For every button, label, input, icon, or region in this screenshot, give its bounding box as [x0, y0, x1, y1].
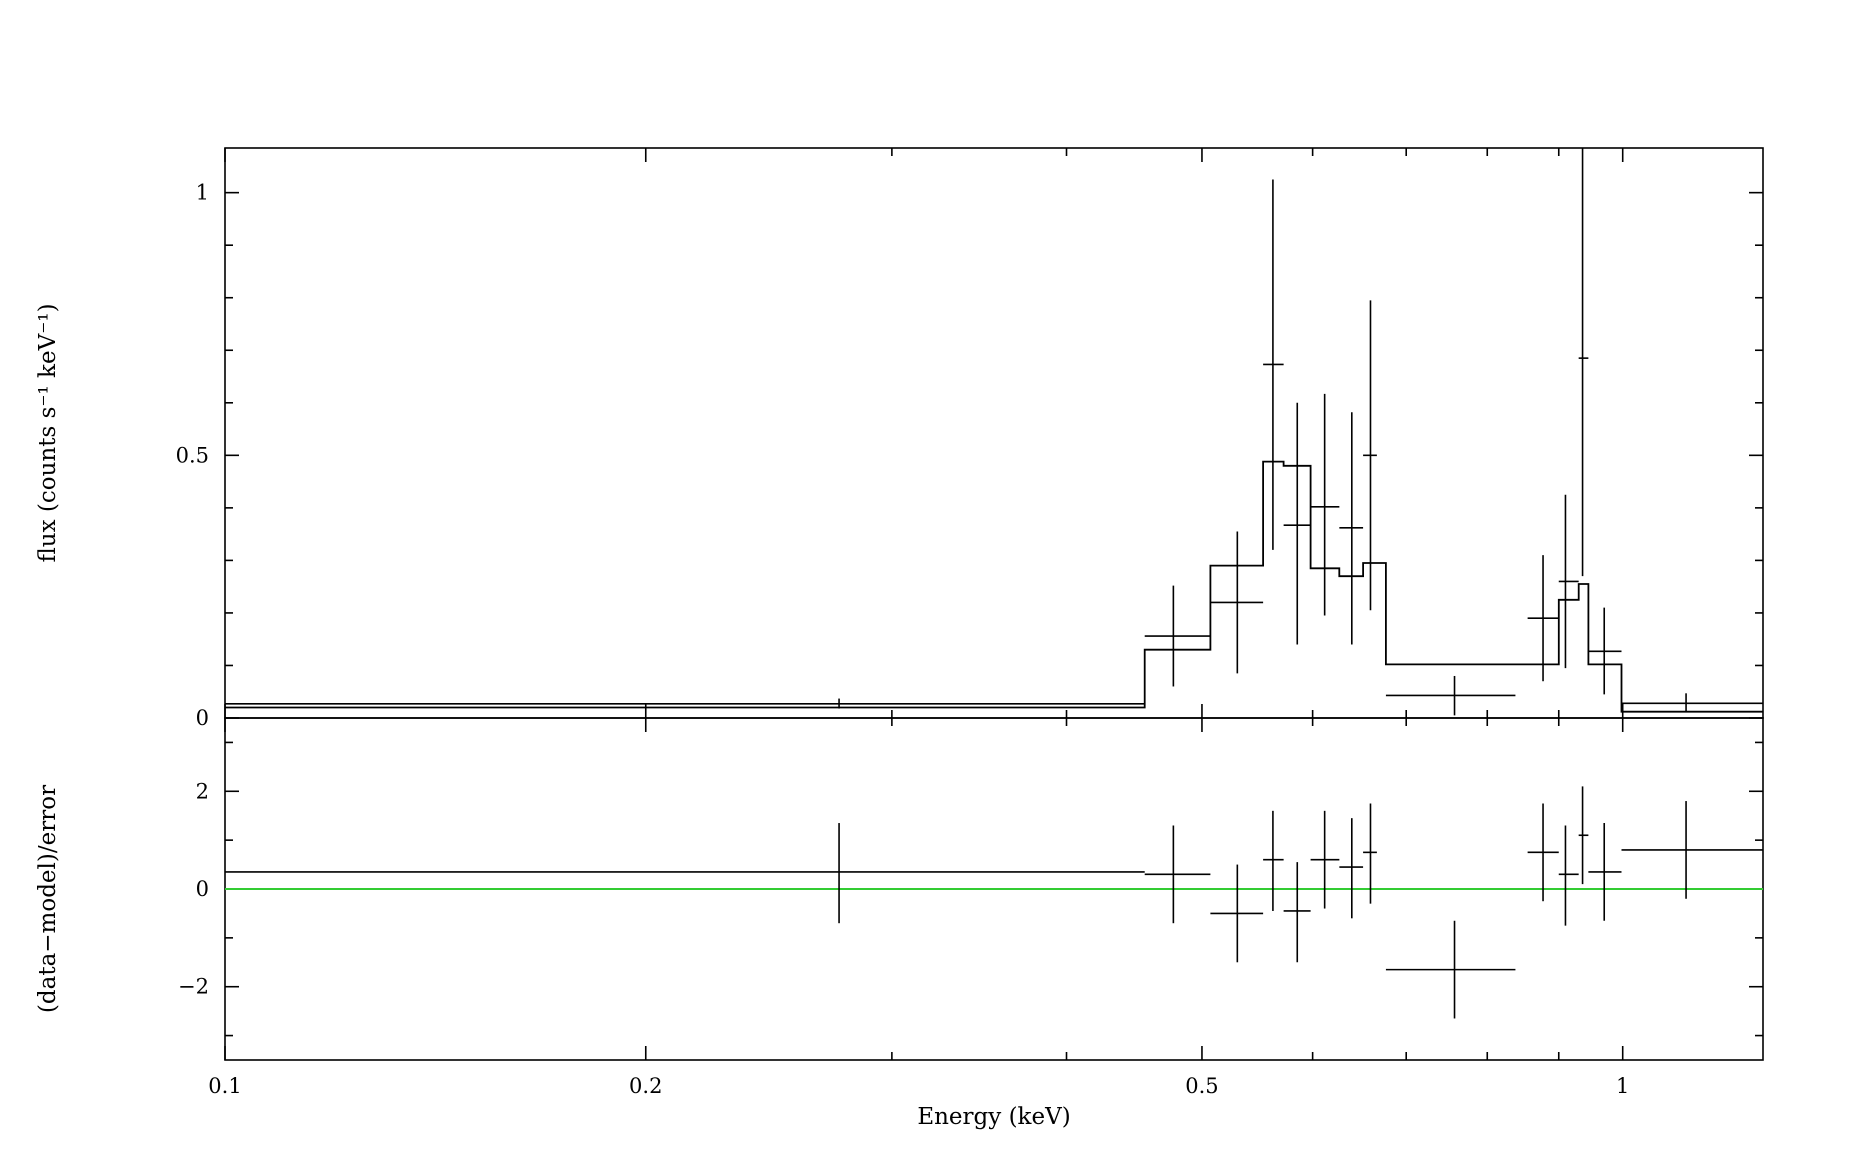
- residuals-y-axis-label: (data−model)/error: [35, 785, 61, 1013]
- spectrum-data-point: [1621, 693, 1763, 712]
- spectrum-data-point: [1310, 393, 1340, 616]
- residual-data-point: [1558, 825, 1579, 926]
- residuals-panel: −2 0 2 0.1 0.2 0.5 1 (data−model)/error Energ…: [35, 717, 1764, 1130]
- residual-data-point: [1527, 803, 1559, 902]
- spectrum-data-point: [1588, 607, 1622, 695]
- y-tick-label: 1: [196, 181, 209, 205]
- residuals-y-tick-labels: −2 0 2: [178, 779, 209, 998]
- spectrum-panel: 00.51 flux (counts s⁻¹ keV⁻¹): [35, 147, 1764, 730]
- spectrum-data-point: [225, 698, 1145, 709]
- residual-data-point: [1283, 862, 1311, 963]
- spectrum-plot-frame: [224, 147, 1764, 719]
- energy-x-axis-label: Energy (keV): [917, 1104, 1070, 1130]
- residual-data-point: [1588, 823, 1622, 921]
- residual-data-point: [225, 823, 1145, 924]
- x-tick-label: 0.1: [208, 1074, 241, 1098]
- spectrum-y-axis-label: flux (counts s⁻¹ keV⁻¹): [35, 303, 61, 562]
- spectrum-data-point: [1363, 300, 1377, 611]
- spectrum-data-point: [1144, 585, 1211, 687]
- residual-data-point: [1385, 920, 1516, 1019]
- residual-data-point: [1339, 818, 1364, 919]
- energy-x-tick-labels: 0.1 0.2 0.5 1: [208, 1074, 1629, 1098]
- spectrum-data-point: [1578, 148, 1589, 577]
- x-tick-label: 0.2: [629, 1074, 662, 1098]
- residual-data-point: [1578, 786, 1589, 885]
- model-step-line: [225, 460, 1763, 713]
- y-tick-label: −2: [178, 975, 209, 999]
- y-tick-label: 0.5: [176, 443, 209, 467]
- residual-data-point: [1621, 801, 1763, 899]
- residual-data-point: [1310, 810, 1340, 909]
- spectrum-data-point: [1558, 494, 1579, 669]
- spectrum-model-step-series: [225, 460, 1763, 713]
- spectrum-data-point: [1385, 675, 1516, 716]
- spectrum-data-point: [1339, 412, 1364, 645]
- spectrum-axis-ticks: [224, 148, 1763, 719]
- residual-data-point: [1210, 864, 1264, 963]
- spectrum-y-tick-labels: 00.51: [176, 181, 209, 730]
- spectrum-data-point: [1263, 179, 1284, 550]
- spectrum-data-point: [1283, 402, 1311, 645]
- spectrum-data-series: [225, 148, 1763, 716]
- residual-data-point: [1144, 825, 1211, 924]
- y-tick-label: 0: [196, 706, 209, 730]
- x-tick-label: 1: [1616, 1074, 1629, 1098]
- y-tick-label: 2: [196, 779, 209, 803]
- residuals-data-series: [225, 786, 1763, 1019]
- spectrum-data-point: [1527, 555, 1559, 682]
- y-tick-label: 0: [196, 877, 209, 901]
- x-tick-label: 0.5: [1185, 1074, 1218, 1098]
- residual-data-point: [1363, 803, 1377, 904]
- spectrum-data-point: [1210, 531, 1264, 674]
- residual-data-point: [1263, 810, 1284, 911]
